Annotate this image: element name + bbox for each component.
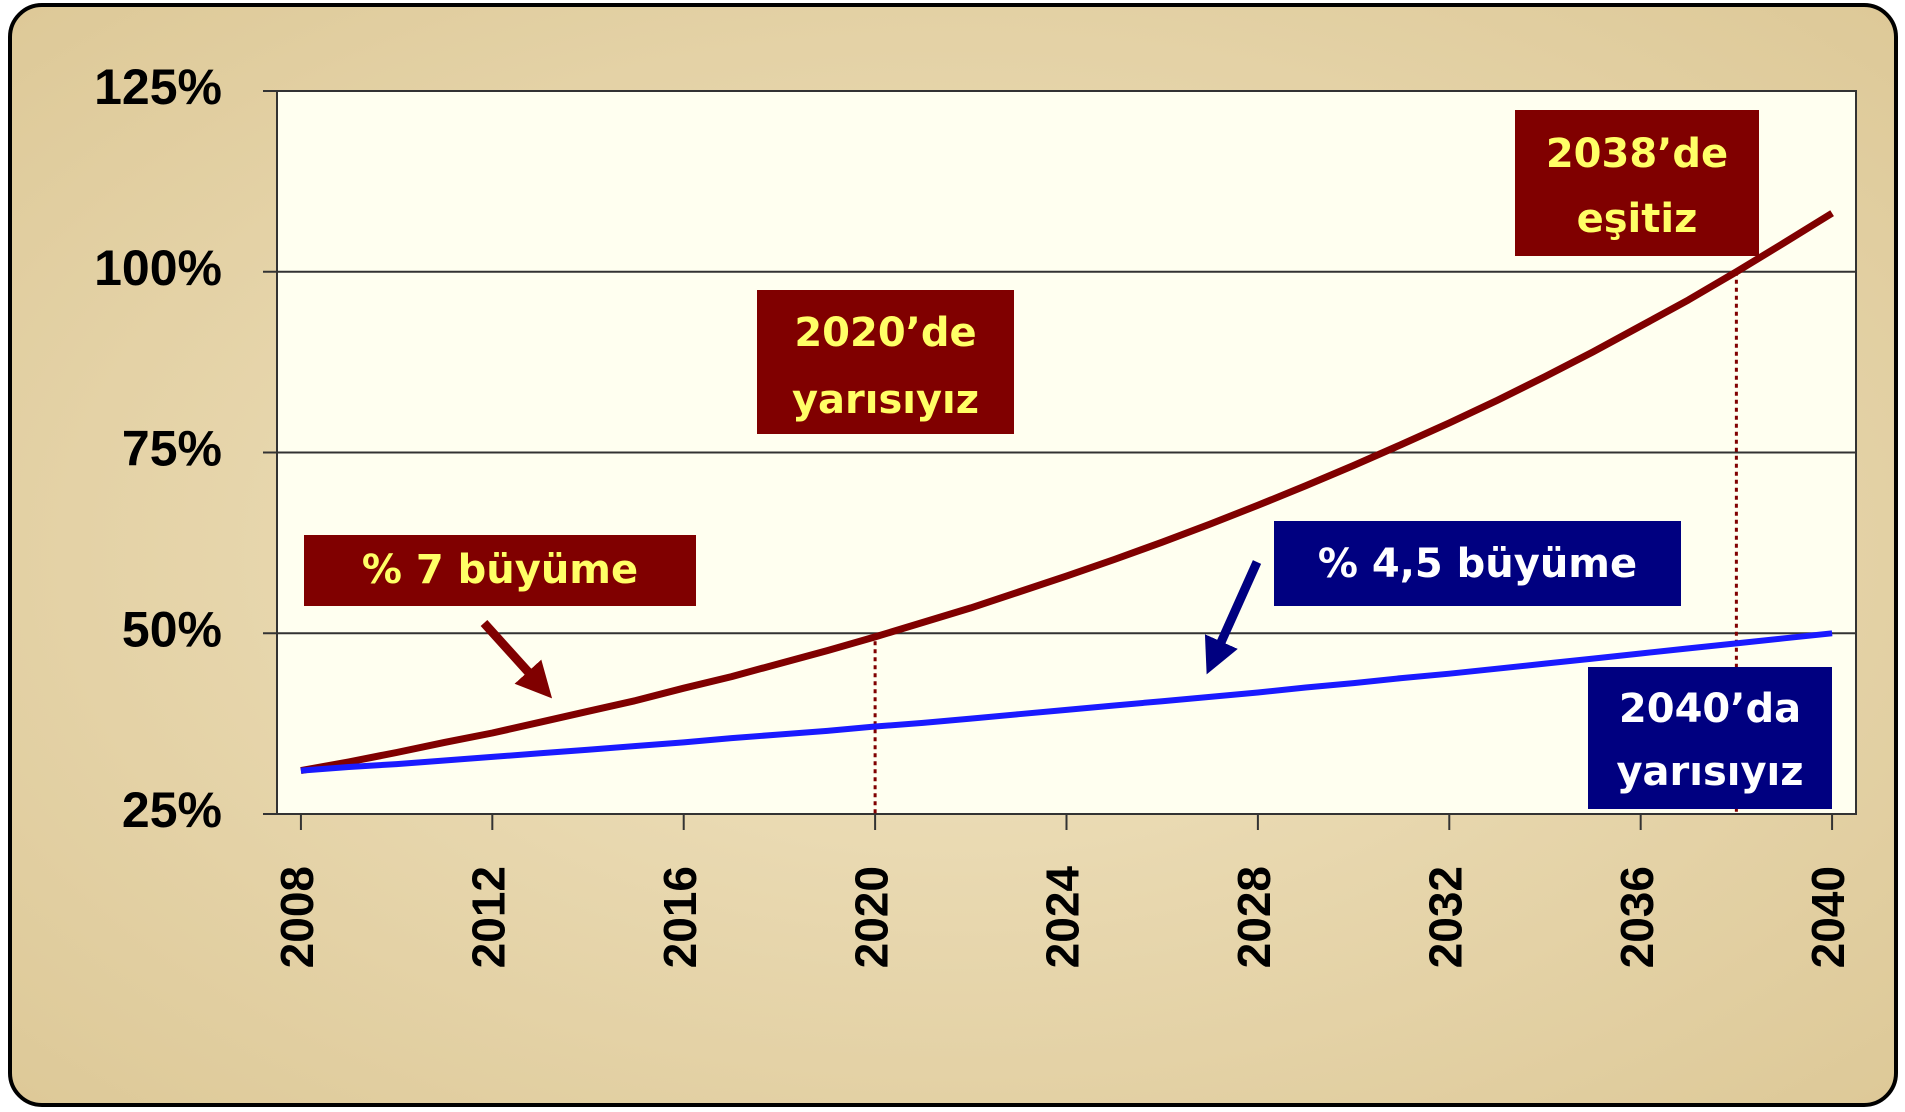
- annotation-text: % 7 büyüme: [362, 547, 638, 593]
- x-tick-label: 2024: [1037, 866, 1089, 969]
- annotation-text: 2040’da: [1619, 686, 1801, 732]
- y-tick-label: 25%: [122, 782, 222, 838]
- arrow: [1204, 560, 1262, 675]
- annotation-text: % 4,5 büyüme: [1318, 541, 1637, 587]
- x-tick-label: 2036: [1611, 866, 1663, 968]
- x-tick-label: 2040: [1802, 866, 1854, 968]
- annotation-box: [1274, 521, 1681, 606]
- annotation-box: [304, 535, 696, 606]
- annotation-box: [1515, 110, 1759, 256]
- x-tick-label: 2016: [654, 866, 706, 968]
- x-tick-label: 2032: [1419, 866, 1471, 968]
- annotation-text: 2020’de: [794, 310, 976, 356]
- arrow: [480, 619, 553, 699]
- annotation-text: yarısıyız: [1616, 749, 1803, 795]
- series-line: [300, 630, 1833, 774]
- x-tick-label: 2012: [462, 866, 514, 968]
- x-tick-label: 2008: [271, 866, 323, 968]
- annotation-text: 2038’de: [1546, 131, 1728, 177]
- x-tick-label: 2028: [1228, 866, 1280, 968]
- x-tick-label: 2020: [845, 866, 897, 968]
- y-tick-label: 125%: [94, 59, 222, 115]
- annotation-box: [757, 290, 1014, 434]
- y-tick-label: 75%: [122, 421, 222, 477]
- annotation-box: [1588, 667, 1832, 809]
- series-line: [300, 210, 1834, 775]
- y-tick-label: 100%: [94, 240, 222, 296]
- y-tick-label: 50%: [122, 601, 222, 657]
- annotation-text: eşitiz: [1577, 196, 1698, 242]
- annotation-text: yarısıyız: [792, 377, 979, 423]
